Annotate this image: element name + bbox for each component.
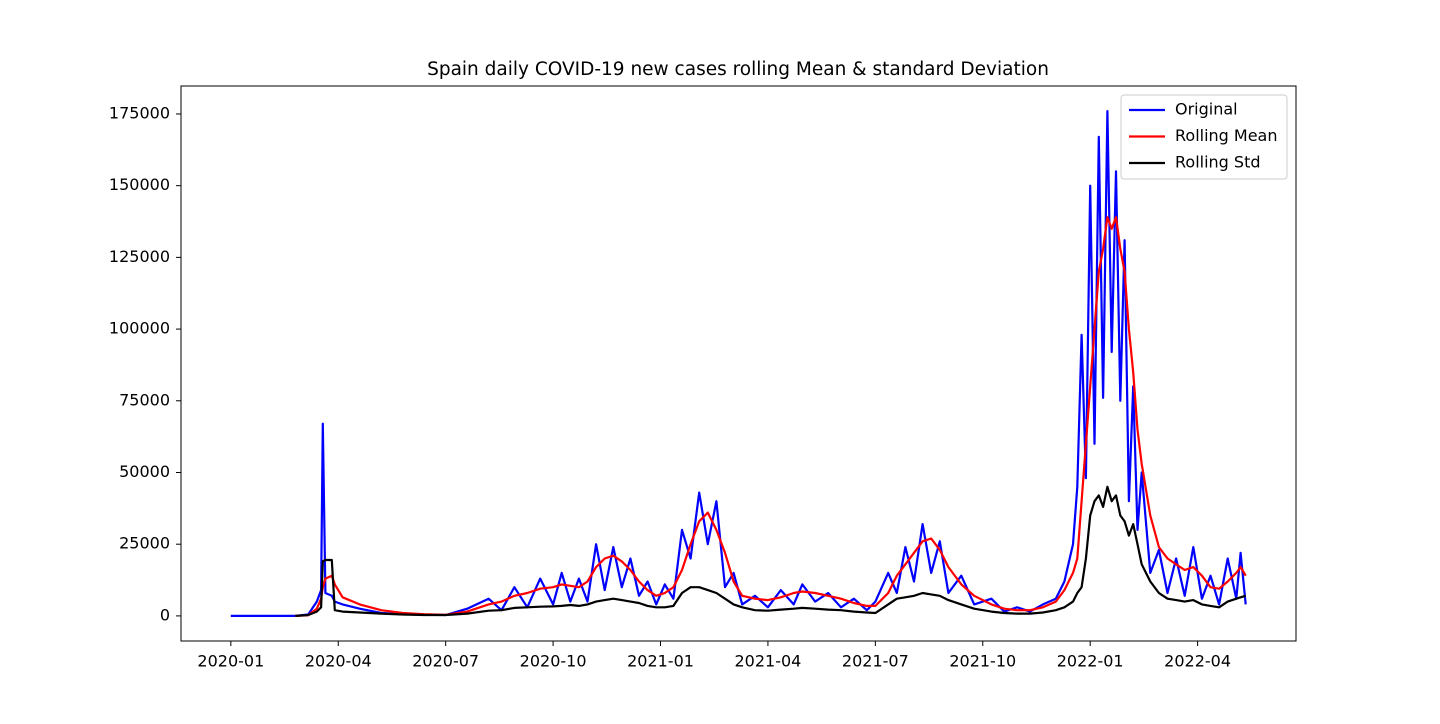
y-tick-label: 100000 (109, 319, 170, 338)
y-tick-label: 25000 (119, 534, 170, 553)
y-tick-label: 75000 (119, 390, 170, 409)
x-tick-label: 2020-07 (412, 652, 479, 671)
series-line (295, 485, 1247, 617)
plot-frame (180, 85, 1297, 642)
chart-title: Spain daily COVID-19 new cases rolling M… (427, 59, 1049, 80)
legend-label: Rolling Std (1175, 153, 1261, 172)
x-tick-label: 2021-01 (627, 652, 694, 671)
x-tick-label: 2022-04 (1164, 652, 1231, 671)
x-tick-label: 2021-10 (949, 652, 1016, 671)
x-tick-label: 2020-10 (520, 652, 587, 671)
y-tick-label: 175000 (109, 103, 170, 122)
x-tick-label: 2020-04 (305, 652, 372, 671)
series-line (295, 216, 1247, 617)
y-tick-label: 0 (160, 605, 170, 624)
x-tick-label: 2022-01 (1057, 652, 1124, 671)
x-tick-label: 2021-04 (735, 652, 802, 671)
y-tick-label: 150000 (109, 175, 170, 194)
legend-label: Original (1175, 100, 1238, 119)
x-tick-label: 2020-01 (197, 652, 264, 671)
y-tick-label: 125000 (109, 247, 170, 266)
legend: Original Rolling Mean Rolling Std (1120, 94, 1288, 180)
legend-box (1120, 94, 1288, 180)
legend-label: Rolling Mean (1175, 126, 1278, 145)
y-tick-label: 50000 (119, 462, 170, 481)
series-line (230, 110, 1247, 617)
x-tick-label: 2021-07 (842, 652, 909, 671)
